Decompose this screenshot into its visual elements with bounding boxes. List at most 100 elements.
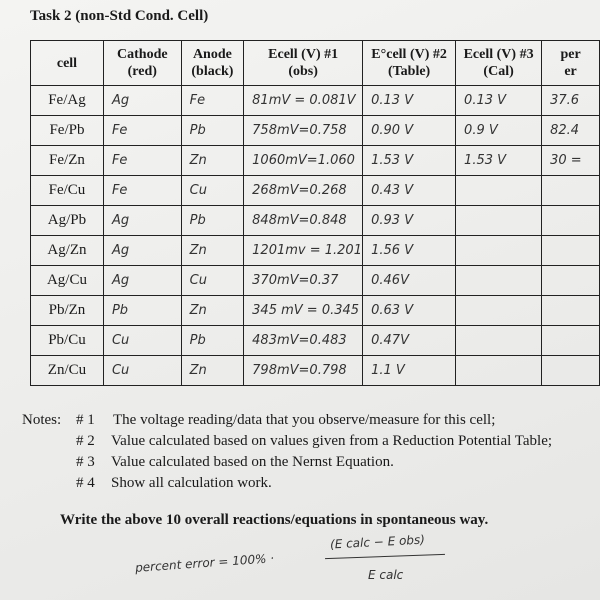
table-cell: 1.53 V	[362, 145, 457, 176]
header-line: Cathode	[117, 47, 168, 62]
instruction: Write the above 10 overall reactions/equ…	[60, 512, 489, 528]
table-cell: Zn	[180, 355, 245, 386]
table-cell: 81mV = 0.081V	[243, 85, 364, 116]
table-cell: 758mV=0.758	[243, 115, 364, 146]
table-row: Pb/Zn Pb Zn 345 mV = 0.345 0.63 V	[30, 295, 600, 326]
table-cell	[455, 205, 543, 236]
header-line: (Cal)	[483, 64, 514, 79]
cell-name: Fe/Pb	[30, 115, 104, 146]
cell-name: Fe/Zn	[30, 145, 104, 176]
column-header: Ecell (V) #1 (obs)	[243, 40, 364, 86]
table-cell: 37.6	[541, 85, 600, 116]
table-row: Ag/Pb Ag Pb 848mV=0.848 0.93 V	[30, 205, 600, 236]
table-cell: 0.63 V	[362, 295, 457, 326]
header-row: cell Cathode (red) Anode (black) Ecell (V) #1…	[30, 40, 600, 86]
table-cell: 1201mv = 1.201	[243, 235, 364, 266]
column-header: cell	[30, 40, 104, 86]
table-cell: 370mV=0.37	[243, 265, 364, 296]
table-cell: Ag	[102, 205, 182, 236]
table-cell	[455, 355, 543, 386]
table-cell: Pb	[180, 325, 245, 356]
table-cell	[455, 175, 543, 206]
table-cell	[541, 265, 600, 296]
table-cell	[455, 295, 543, 326]
column-header: Ecell (V) #3 (Cal)	[455, 40, 543, 86]
table-cell: Ag	[102, 85, 182, 116]
column-header: Cathode (red)	[102, 40, 182, 86]
table-cell	[541, 175, 600, 206]
table-cell: Ag	[102, 265, 182, 296]
header-line: Anode	[192, 47, 232, 62]
header-line: per	[560, 47, 581, 62]
table-cell: 0.9 V	[455, 115, 543, 146]
table-row: Ag/Cu Ag Cu 370mV=0.37 0.46V	[30, 265, 600, 296]
table-cell: 848mV=0.848	[243, 205, 364, 236]
note-text: The voltage reading/data that you observ…	[113, 412, 496, 428]
table-cell	[541, 235, 600, 266]
table-cell: Cu	[102, 325, 182, 356]
notes-label: Notes:	[22, 412, 62, 428]
table-cell	[455, 325, 543, 356]
table-cell: Zn	[180, 145, 245, 176]
table-row: Fe/Ag Ag Fe 81mV = 0.081V 0.13 V 0.13 V 37.6	[30, 85, 600, 116]
table-row: Zn/Cu Cu Zn 798mV=0.798 1.1 V	[30, 355, 600, 386]
table-cell: 0.43 V	[362, 175, 457, 206]
table-cell: 798mV=0.798	[243, 355, 364, 386]
header-line: cell	[56, 55, 78, 71]
table-cell: 0.13 V	[455, 85, 543, 116]
table-cell	[455, 235, 543, 266]
table-cell: 1060mV=1.060	[243, 145, 364, 176]
cell-name: Ag/Zn	[30, 235, 104, 266]
table-row: Ag/Zn Ag Zn 1201mv = 1.201 1.56 V	[30, 235, 600, 266]
note-number: # 1	[76, 412, 95, 428]
table-cell: 1.56 V	[362, 235, 457, 266]
cell-name: Fe/Cu	[30, 175, 104, 206]
table-cell	[541, 325, 600, 356]
note-text: Show all calculation work.	[111, 475, 272, 491]
note-number: # 2	[76, 433, 95, 449]
table-cell: 82.4	[541, 115, 600, 146]
table-cell: Fe	[102, 145, 182, 176]
header-line: E°cell (V) #2	[371, 47, 447, 62]
table-cell: 0.93 V	[362, 205, 457, 236]
table-row: Fe/Zn Fe Zn 1060mV=1.060 1.53 V 1.53 V 30 =	[30, 145, 600, 176]
handwritten-denominator: E calc	[368, 568, 404, 582]
note-text: Value calculated based on the Nernst Equ…	[111, 454, 394, 470]
table-cell: 0.47V	[362, 325, 457, 356]
table-cell	[455, 265, 543, 296]
table-cell: 345 mV = 0.345	[243, 295, 364, 326]
table-cell: 268mV=0.268	[243, 175, 364, 206]
table-cell: 0.13 V	[362, 85, 457, 116]
table-row: Fe/Cu Fe Cu 268mV=0.268 0.43 V	[30, 175, 600, 206]
table-cell: Cu	[180, 265, 245, 296]
table-cell	[541, 205, 600, 236]
table-cell: 0.46V	[362, 265, 457, 296]
header-line: (red)	[127, 64, 157, 79]
column-header: Anode (black)	[180, 40, 245, 86]
table-row: Fe/Pb Fe Pb 758mV=0.758 0.90 V 0.9 V 82.4	[30, 115, 600, 146]
note-number: # 4	[76, 475, 95, 491]
title: Task 2 (non-Std Cond. Cell)	[30, 8, 209, 24]
table-body: Fe/Ag Ag Fe 81mV = 0.081V 0.13 V 0.13 V 37.6 Fe…	[30, 85, 600, 386]
table-cell: 30 =	[541, 145, 600, 176]
header-line: Ecell (V) #3	[463, 47, 534, 62]
header-line: (black)	[191, 64, 234, 79]
header-line: er	[564, 64, 577, 79]
cell-name: Fe/Ag	[30, 85, 104, 116]
cell-name: Zn/Cu	[30, 355, 104, 386]
table-cell: Ag	[102, 235, 182, 266]
table-cell: Pb	[180, 205, 245, 236]
table-cell: Cu	[180, 175, 245, 206]
table-cell: Zn	[180, 235, 245, 266]
cell-name: Pb/Cu	[30, 325, 104, 356]
note-number: # 3	[76, 454, 95, 470]
data-table: cell Cathode (red) Anode (black) Ecell (V) #1…	[30, 40, 600, 386]
table-cell: 1.1 V	[362, 355, 457, 386]
table-cell	[541, 295, 600, 326]
table-cell: 0.90 V	[362, 115, 457, 146]
table-cell: Fe	[102, 115, 182, 146]
fraction-line	[325, 553, 445, 560]
table-cell: Cu	[102, 355, 182, 386]
table-cell: Fe	[180, 85, 245, 116]
